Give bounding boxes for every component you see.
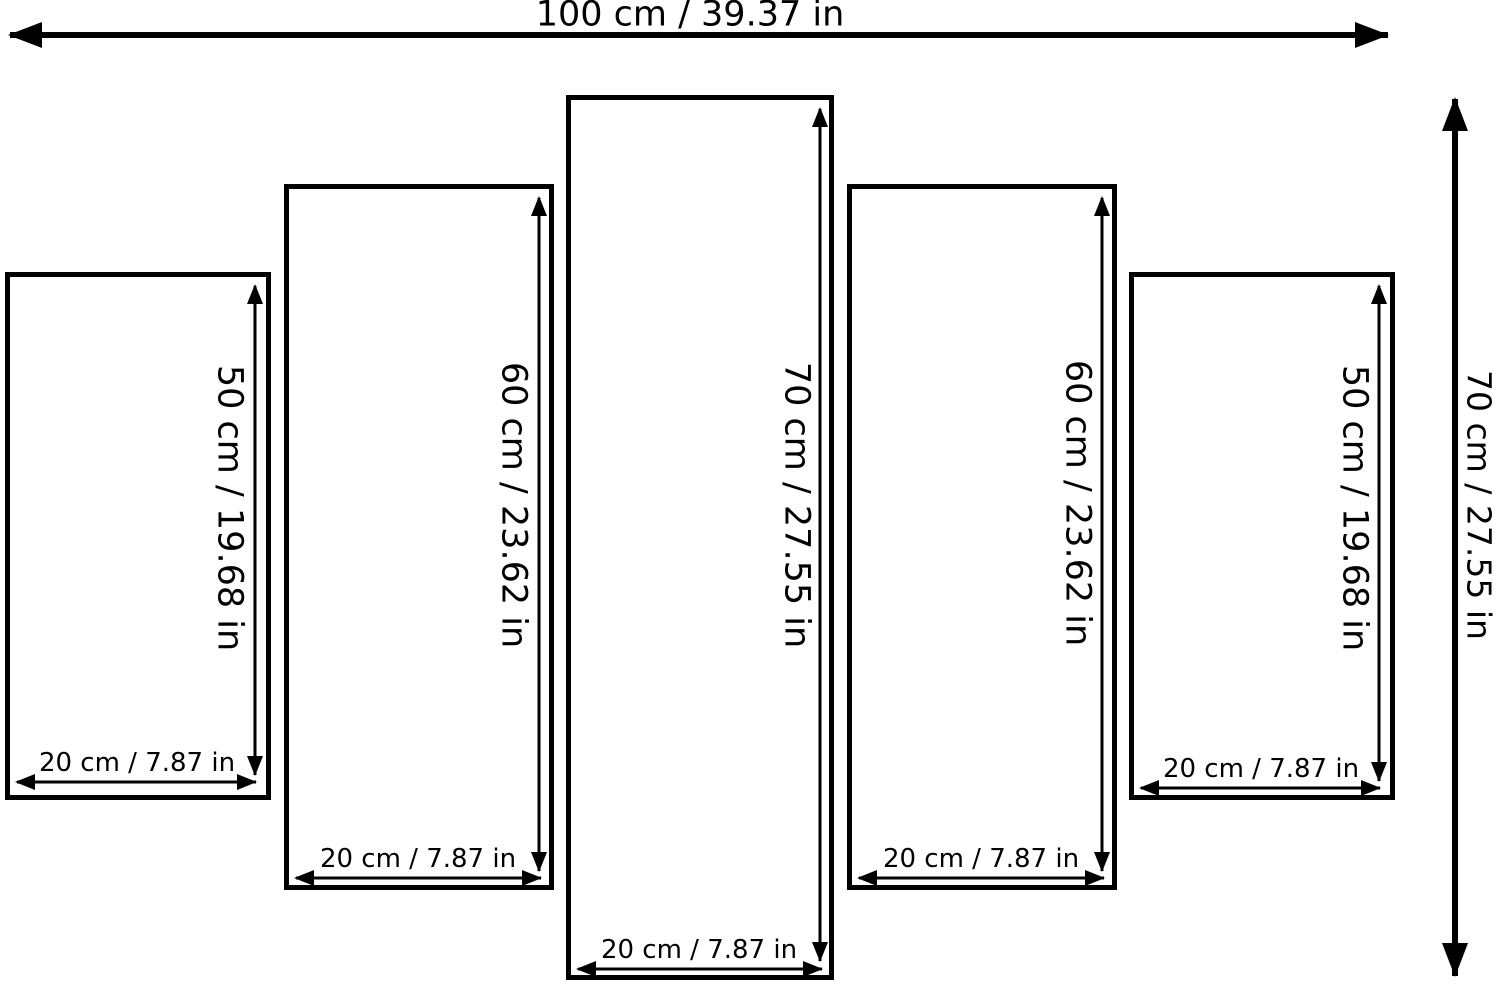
panel-3-box: [566, 95, 834, 980]
panel-4-width-label: 20 cm / 7.87 in: [882, 844, 1080, 874]
panel-4-box: [847, 184, 1117, 890]
panel-3-width-label: 20 cm / 7.87 in: [600, 935, 798, 965]
panel-2-width-label: 20 cm / 7.87 in: [319, 844, 517, 874]
panel-5-box: [1129, 272, 1395, 800]
panel-4-height-label: 60 cm / 23.62 in: [1057, 359, 1098, 647]
total-height-label: 70 cm / 27.55 in: [1459, 370, 1499, 640]
panel-1-width-label: 20 cm / 7.87 in: [38, 748, 236, 778]
panel-5-height-label: 50 cm / 19.68 in: [1334, 364, 1375, 652]
total-width-label: 100 cm / 39.37 in: [535, 0, 845, 35]
panel-2-height-label: 60 cm / 23.62 in: [493, 361, 534, 649]
panel-5-width-label: 20 cm / 7.87 in: [1162, 754, 1360, 784]
panel-3-height-label: 70 cm / 27.55 in: [776, 361, 817, 649]
panel-2-box: [284, 184, 554, 890]
panel-1-height-label: 50 cm / 19.68 in: [209, 364, 250, 652]
panel-1-box: [5, 272, 271, 800]
